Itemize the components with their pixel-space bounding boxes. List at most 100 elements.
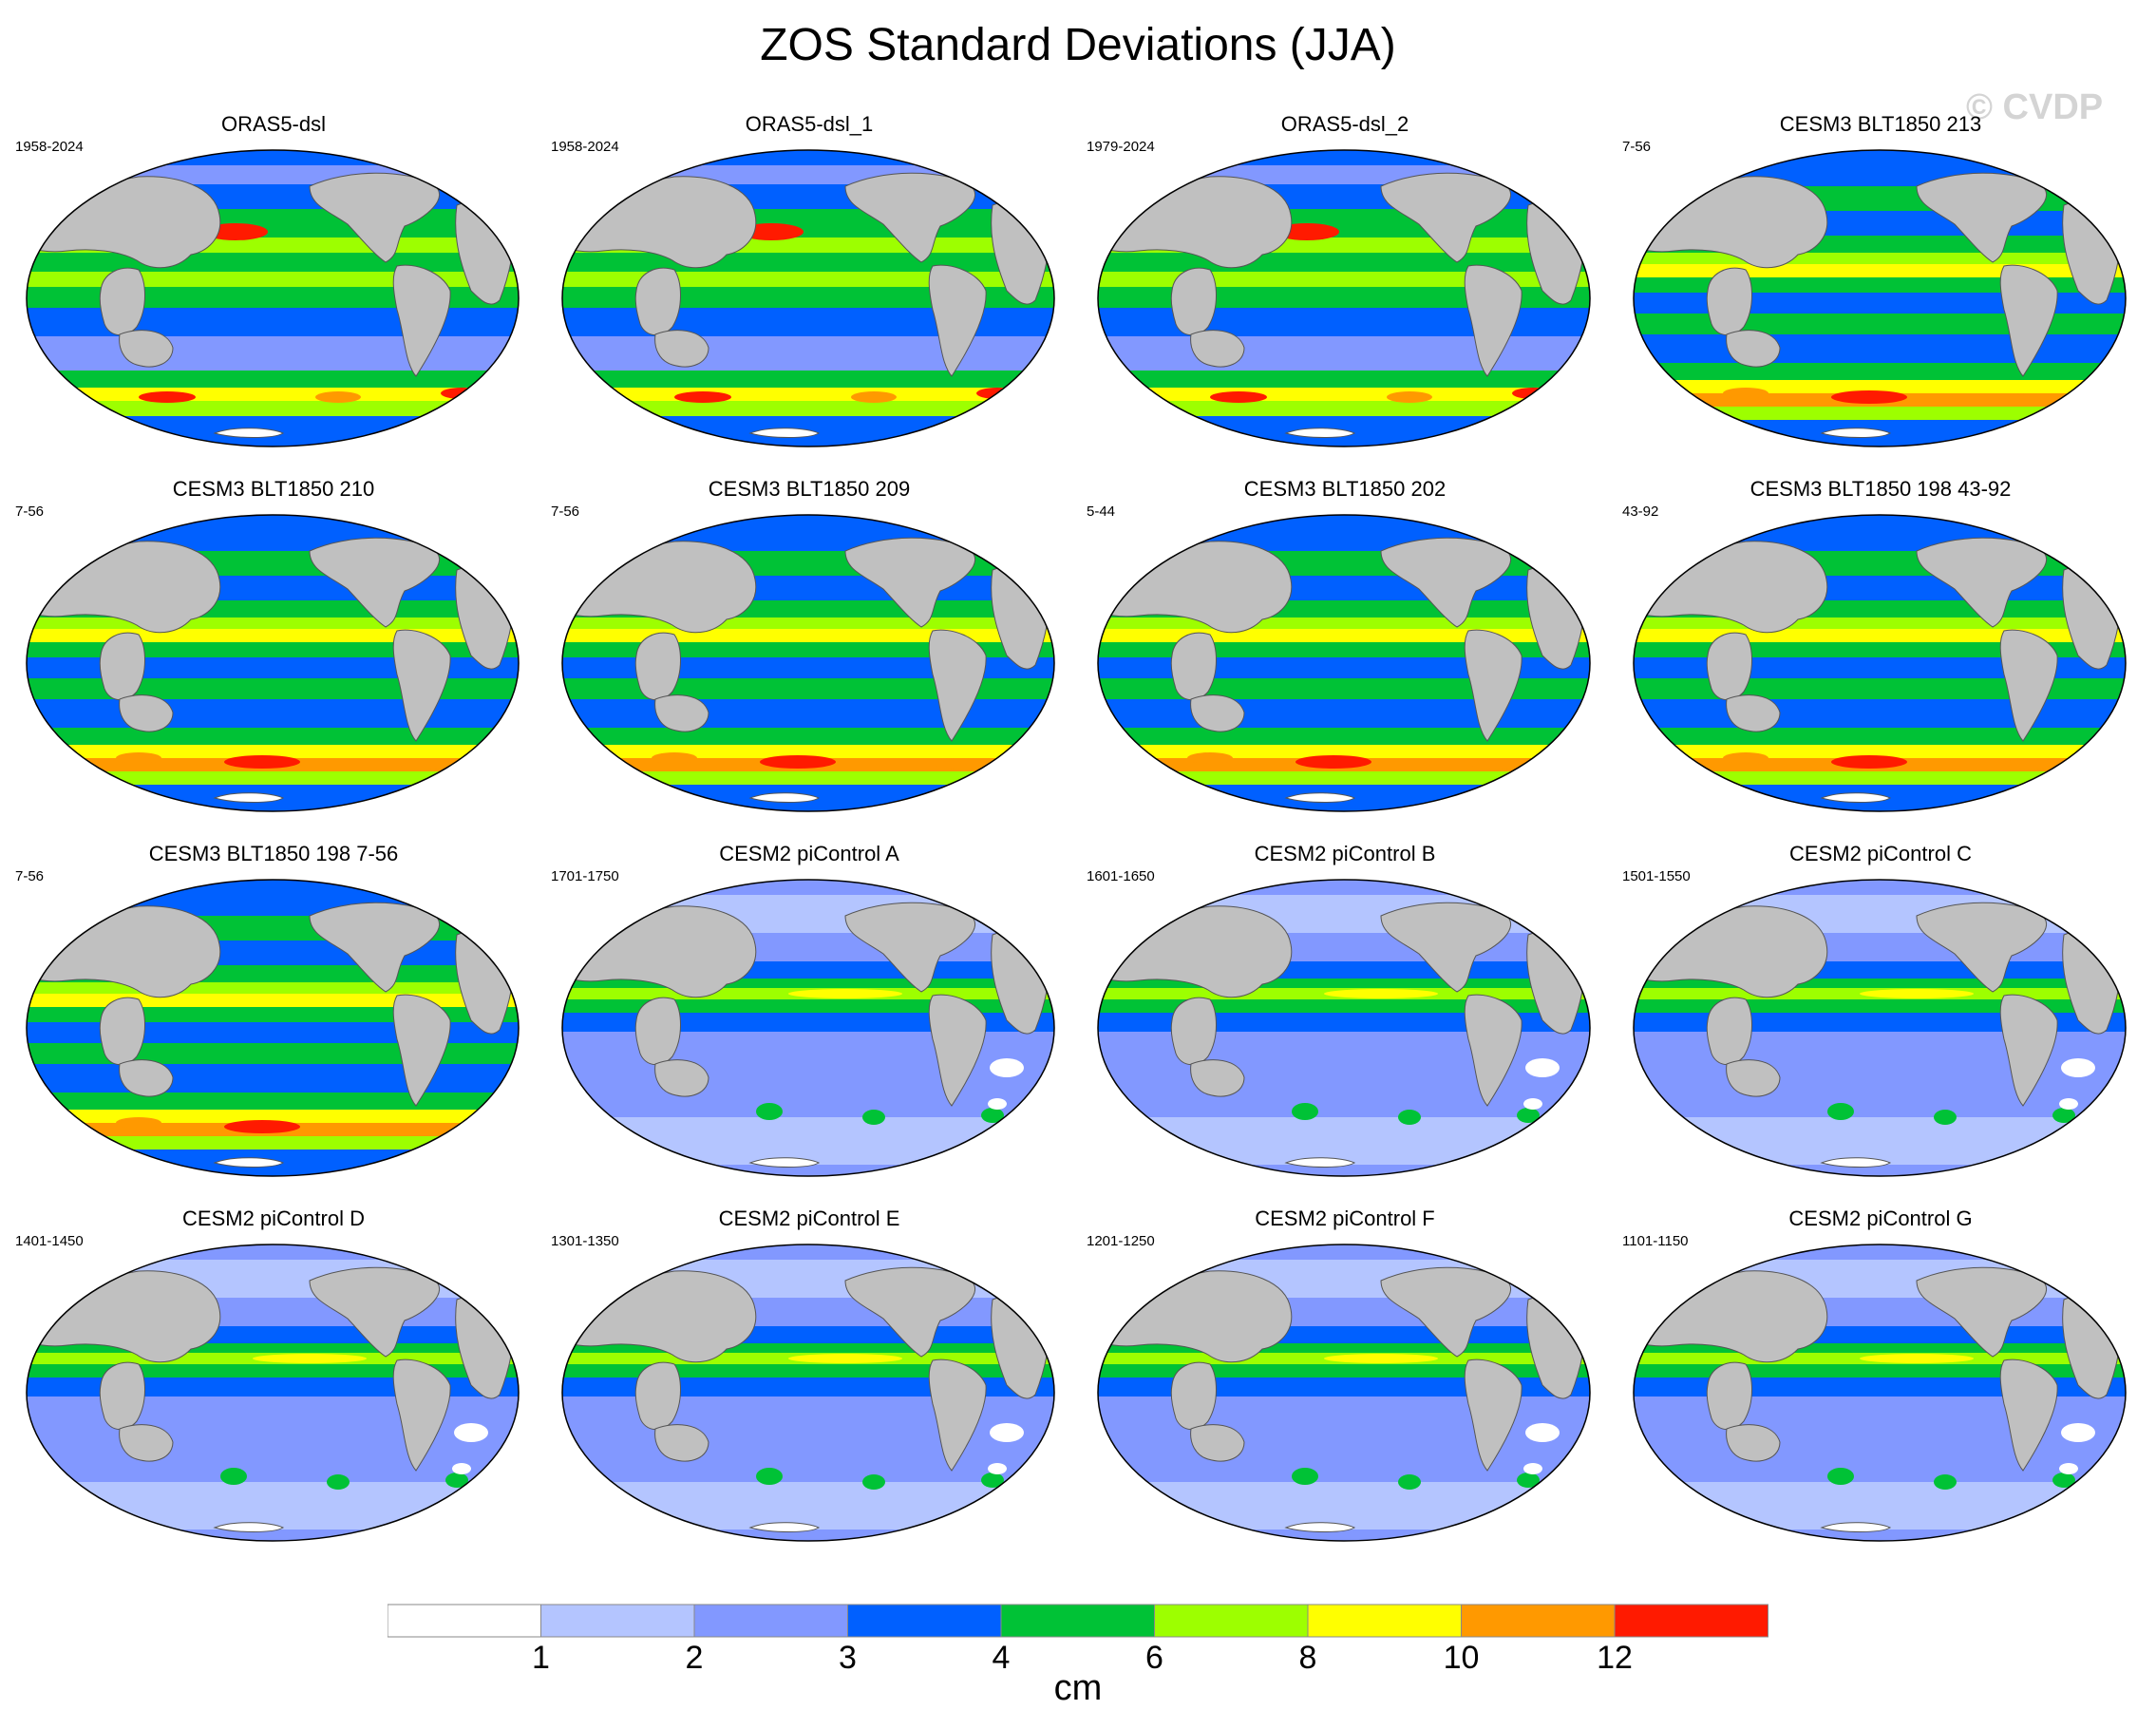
map-panel: CESM2 piControl G 1101-1150: [1615, 1206, 2147, 1558]
std-hotspot: [981, 1472, 1004, 1488]
std-hotspot: [1525, 1423, 1560, 1442]
std-band: [1098, 1364, 1590, 1378]
std-hotspot: [1398, 1474, 1421, 1490]
panel-period: 1701-1750: [551, 868, 619, 884]
land-mass: [1170, 267, 1217, 336]
land-mass: [1999, 994, 2058, 1107]
panel-period: 5-44: [1087, 504, 1116, 520]
antarctic-ice: [748, 792, 821, 803]
panel-period: 7-56: [15, 504, 45, 520]
colorbar-swatch: [1154, 1604, 1309, 1638]
std-hotspot: [253, 1354, 367, 1363]
land-mass: [1916, 902, 2047, 993]
std-hotspot: [1387, 391, 1432, 403]
map-panel: CESM3 BLT1850 198 7-56 7-56: [8, 842, 539, 1193]
std-hotspot: [652, 752, 697, 764]
land-mass: [392, 994, 451, 1107]
ocean-map: [26, 149, 520, 447]
land-mass: [1190, 694, 1245, 732]
std-hotspot: [2061, 1423, 2095, 1442]
antarctic-ice: [213, 1522, 285, 1532]
std-hotspot: [1295, 755, 1371, 769]
std-band: [1634, 253, 2126, 264]
colorbar-swatch: [388, 1604, 541, 1638]
panel-title: CESM3 BLT1850 213: [1779, 112, 1982, 136]
ocean-map: [1097, 149, 1591, 447]
land-mass: [1380, 537, 1511, 628]
colorbar: [388, 1604, 1768, 1638]
std-hotspot: [756, 1468, 783, 1485]
std-hotspot: [1934, 1110, 1957, 1125]
panel-period: 1501-1550: [1622, 868, 1691, 884]
land-mass: [99, 267, 145, 336]
std-hotspot: [1187, 752, 1233, 764]
land-mass: [844, 537, 975, 628]
std-band: [1098, 530, 1590, 551]
antarctic-ice: [1284, 428, 1356, 438]
std-band: [27, 1482, 519, 1510]
land-mass: [1916, 172, 2047, 263]
std-band: [27, 336, 519, 370]
std-hotspot: [315, 391, 361, 403]
colorbar-units: cm: [1053, 1668, 1103, 1708]
panel-title: CESM2 piControl C: [1789, 842, 1972, 865]
map-outline: [1097, 879, 1591, 1177]
land-mass: [99, 632, 145, 701]
std-band: [562, 1343, 1054, 1353]
ocean-map: [1097, 879, 1591, 1177]
panel-title: CESM2 piControl D: [182, 1206, 365, 1230]
std-band: [1098, 999, 1590, 1013]
map-outline: [26, 149, 520, 447]
ocean-map: [26, 514, 520, 812]
std-band: [1634, 530, 2126, 551]
land-mass: [844, 902, 975, 993]
std-hotspot: [327, 1474, 350, 1490]
std-band: [562, 1117, 1054, 1146]
std-hotspot: [2052, 1108, 2075, 1123]
std-band: [1634, 771, 2126, 785]
std-band: [1634, 678, 2126, 699]
std-hotspot: [990, 1058, 1024, 1077]
std-hotspot: [1827, 1468, 1854, 1485]
std-band: [27, 1136, 519, 1150]
std-band: [1098, 699, 1590, 728]
panel-period: 1601-1650: [1087, 868, 1155, 884]
panel-title: CESM2 piControl A: [719, 842, 899, 865]
std-hotspot: [224, 1120, 300, 1133]
std-band: [1634, 618, 2126, 629]
map-outline: [26, 514, 520, 812]
std-hotspot: [262, 632, 357, 641]
std-hotspot: [1523, 1098, 1542, 1110]
std-band: [1634, 1364, 2126, 1378]
std-band: [562, 699, 1054, 728]
antarctic-ice: [213, 792, 285, 803]
std-band: [562, 771, 1054, 785]
antarctic-ice: [1820, 1522, 1892, 1532]
antarctic-ice: [1820, 428, 1892, 438]
land-mass: [1726, 330, 1781, 368]
std-hotspot: [798, 632, 893, 641]
std-band: [1098, 678, 1590, 699]
colorbar-tick-label: 10: [1443, 1640, 1480, 1676]
colorbar-swatch: [1307, 1604, 1462, 1638]
map-panel: ORAS5-dsl_2 1979-2024: [1079, 112, 1611, 464]
std-hotspot: [1723, 752, 1768, 764]
map-panel: CESM2 piControl D 1401-1450: [8, 1206, 539, 1558]
map-panel: CESM2 piControl F 1201-1250: [1079, 1206, 1611, 1558]
land-mass: [1190, 1059, 1245, 1097]
std-band: [1098, 1117, 1590, 1146]
panel-period: 1979-2024: [1087, 139, 1155, 155]
land-mass: [1380, 902, 1511, 993]
land-mass: [654, 1059, 709, 1097]
antarctic-ice: [1820, 792, 1892, 803]
std-hotspot: [1723, 388, 1768, 399]
map-panel: CESM3 BLT1850 209 7-56: [543, 477, 1075, 828]
antarctic-ice: [748, 1522, 821, 1532]
cvdp-watermark: © CVDP: [1966, 87, 2104, 127]
land-mass: [1170, 632, 1217, 701]
std-band: [562, 530, 1054, 551]
antarctic-ice: [748, 428, 821, 438]
std-band: [1098, 728, 1590, 745]
panel-period: 7-56: [15, 868, 45, 884]
antarctic-ice: [748, 1157, 821, 1168]
